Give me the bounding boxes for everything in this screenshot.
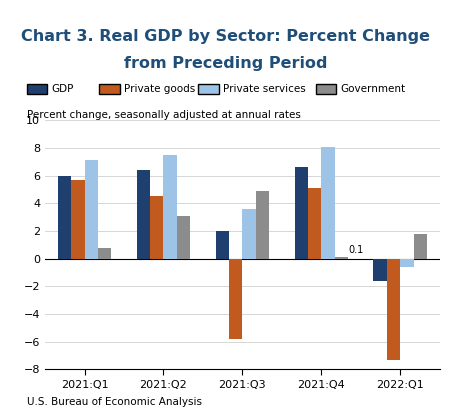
Bar — [164, 155, 177, 259]
Bar — [295, 167, 308, 259]
Text: GDP: GDP — [52, 84, 74, 94]
Bar — [216, 231, 229, 259]
Bar — [177, 216, 190, 259]
Bar — [373, 259, 387, 281]
Bar — [150, 196, 163, 259]
Bar — [243, 209, 256, 259]
Bar — [58, 176, 71, 259]
Text: 0.1: 0.1 — [349, 244, 364, 254]
Bar — [256, 191, 269, 259]
Text: Chart 3. Real GDP by Sector: Percent Change: Chart 3. Real GDP by Sector: Percent Cha… — [21, 29, 430, 44]
Bar — [414, 234, 427, 259]
Text: Private goods: Private goods — [124, 84, 195, 94]
Bar — [85, 161, 98, 259]
Bar — [71, 180, 85, 259]
Text: Government: Government — [341, 84, 405, 94]
Text: Percent change, seasonally adjusted at annual rates: Percent change, seasonally adjusted at a… — [27, 110, 301, 120]
Bar — [387, 259, 400, 360]
Bar — [335, 257, 348, 259]
Bar — [229, 259, 243, 339]
Bar — [308, 188, 321, 259]
Bar — [321, 146, 335, 259]
Text: Private services: Private services — [223, 84, 306, 94]
Bar — [400, 259, 414, 267]
Text: U.S. Bureau of Economic Analysis: U.S. Bureau of Economic Analysis — [27, 397, 202, 407]
Bar — [137, 170, 150, 259]
Text: from Preceding Period: from Preceding Period — [124, 56, 327, 71]
Bar — [98, 248, 111, 259]
